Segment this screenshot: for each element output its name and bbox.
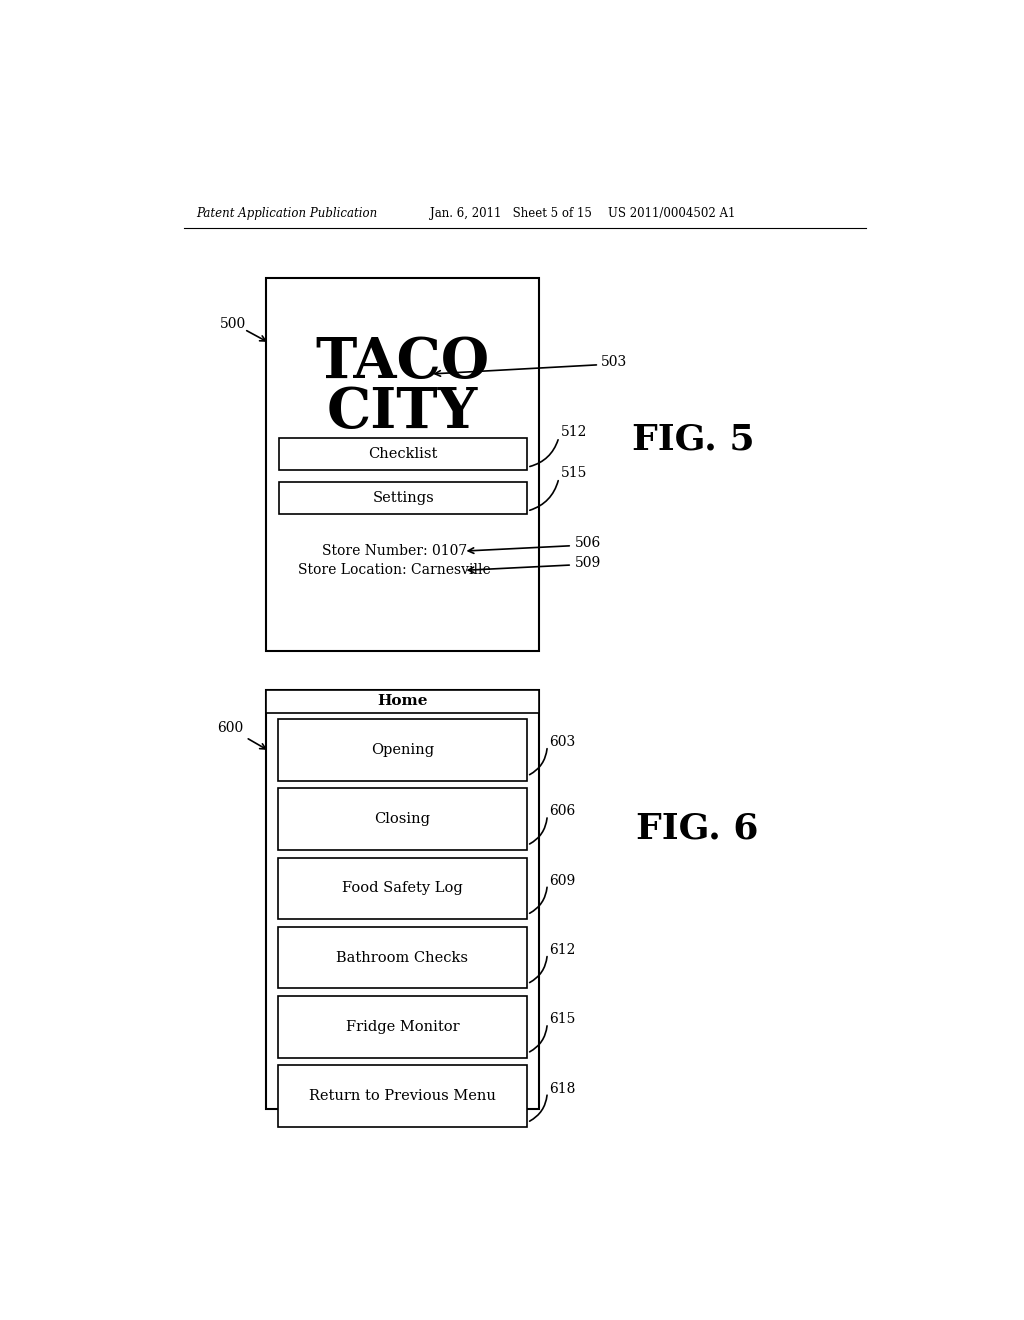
Text: Store Number: 0107: Store Number: 0107 (322, 544, 467, 558)
Text: 500: 500 (219, 317, 246, 331)
Text: Store Location: Carnesville: Store Location: Carnesville (298, 564, 490, 577)
Bar (278, 858, 527, 919)
Text: 503: 503 (601, 355, 627, 370)
Text: Closing: Closing (375, 812, 430, 826)
Bar (280, 482, 527, 515)
Text: Fridge Monitor: Fridge Monitor (345, 1020, 459, 1034)
Text: Bathroom Checks: Bathroom Checks (336, 950, 468, 965)
Text: CITY: CITY (327, 385, 478, 440)
Text: Food Safety Log: Food Safety Log (342, 882, 463, 895)
Bar (280, 438, 527, 470)
Bar (278, 1065, 527, 1127)
Text: Return to Previous Menu: Return to Previous Menu (309, 1089, 496, 1104)
Bar (278, 788, 527, 850)
Text: 609: 609 (549, 874, 575, 887)
Text: Patent Application Publication: Patent Application Publication (197, 207, 378, 220)
Bar (266, 689, 539, 713)
Text: 615: 615 (549, 1012, 575, 1026)
Bar (266, 277, 539, 651)
Text: 618: 618 (549, 1081, 575, 1096)
Text: TACO: TACO (315, 335, 489, 389)
Text: 506: 506 (574, 536, 601, 550)
Text: Checklist: Checklist (369, 447, 438, 461)
Text: Opening: Opening (371, 743, 434, 756)
Text: Settings: Settings (373, 491, 434, 506)
Bar (266, 689, 539, 1109)
Text: 512: 512 (560, 425, 587, 438)
Text: FIG. 6: FIG. 6 (636, 812, 758, 845)
Bar (278, 927, 527, 989)
Text: FIG. 5: FIG. 5 (632, 422, 755, 457)
Text: 606: 606 (549, 804, 575, 818)
Text: Home: Home (377, 694, 428, 709)
Text: 612: 612 (549, 942, 575, 957)
Bar (278, 719, 527, 780)
Text: Jan. 6, 2011   Sheet 5 of 15: Jan. 6, 2011 Sheet 5 of 15 (430, 207, 592, 220)
Text: 600: 600 (217, 721, 244, 735)
Text: 509: 509 (574, 556, 601, 570)
Text: 603: 603 (549, 735, 575, 748)
Bar (278, 997, 527, 1057)
Text: US 2011/0004502 A1: US 2011/0004502 A1 (608, 207, 736, 220)
Text: 515: 515 (560, 466, 587, 479)
